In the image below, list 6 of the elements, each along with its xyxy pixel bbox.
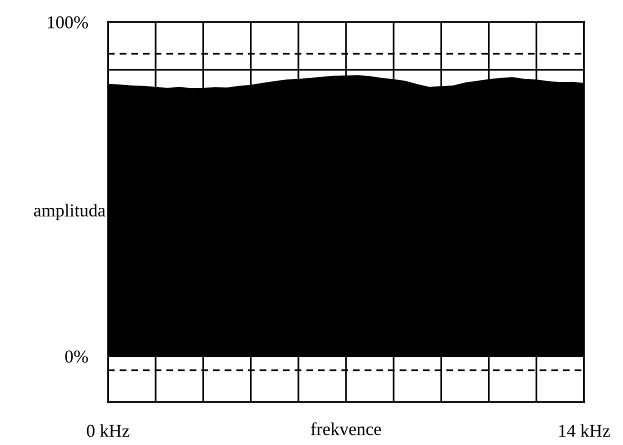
y-axis-title: amplituda	[34, 204, 106, 220]
y-tick-label: 0%	[65, 350, 88, 363]
y-tick-label: 100%	[48, 16, 88, 28]
x-axis-title: frekvence	[310, 422, 381, 436]
x-tick-label: 14 kHz	[559, 424, 610, 437]
x-tick-label: 0 kHz	[86, 424, 130, 437]
